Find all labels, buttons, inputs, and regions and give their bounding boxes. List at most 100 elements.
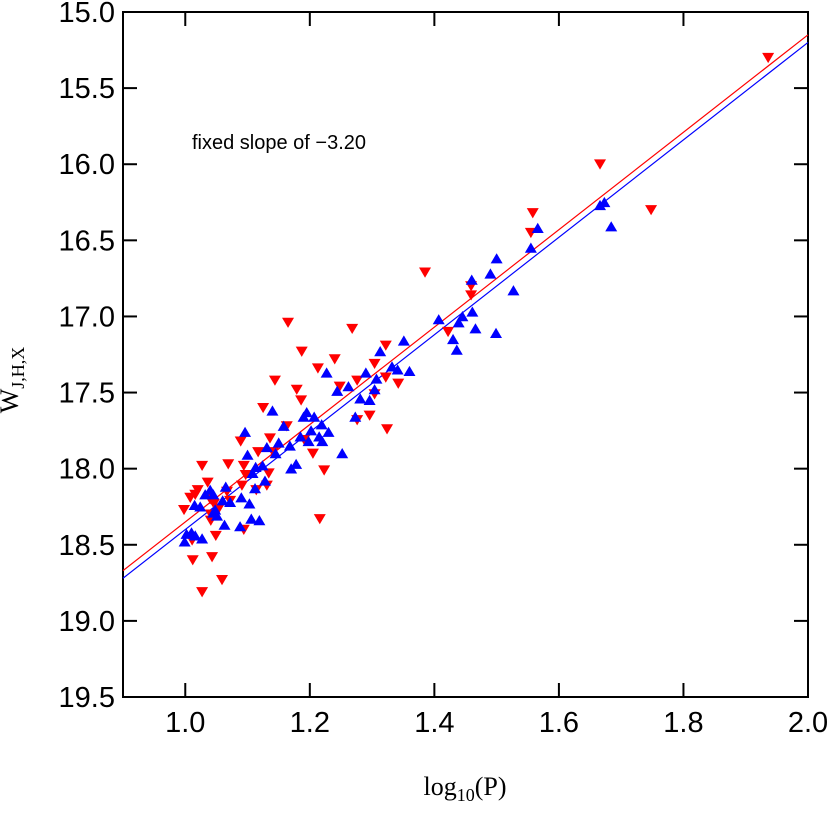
x-tick-label: 1.6 (539, 707, 579, 739)
point (243, 498, 256, 509)
point (283, 440, 296, 451)
point (245, 513, 258, 524)
point (351, 375, 364, 386)
point (249, 483, 262, 494)
point (484, 268, 497, 279)
point (316, 435, 329, 447)
x-tick-label: 2.0 (788, 707, 828, 739)
fit-line (122, 41, 809, 579)
point (295, 395, 308, 406)
point (282, 317, 295, 328)
point (277, 420, 290, 431)
x-label-main: log (423, 772, 456, 801)
point (450, 344, 463, 355)
point (209, 530, 222, 542)
y-label-main: W (0, 388, 24, 413)
point (252, 447, 265, 458)
point (466, 306, 479, 317)
x-tick-label: 1.4 (414, 707, 454, 739)
point (526, 208, 539, 219)
point (246, 467, 259, 479)
point (272, 437, 285, 448)
point (216, 495, 229, 506)
point (222, 459, 235, 470)
point (379, 340, 392, 351)
point (318, 465, 331, 476)
point (490, 253, 503, 264)
x-tick-label: 1.2 (290, 707, 330, 739)
plot-frame (122, 11, 809, 698)
point (594, 159, 607, 170)
point (196, 460, 209, 472)
point (262, 468, 275, 479)
y-tick-label: 19.0 (59, 606, 115, 638)
point (237, 460, 250, 472)
point (234, 521, 247, 532)
point (397, 335, 410, 346)
point (305, 425, 318, 436)
point (379, 372, 392, 383)
point (184, 492, 197, 503)
y-tick-label: 19.5 (59, 682, 115, 714)
point (196, 533, 209, 544)
point (328, 354, 341, 365)
point (359, 367, 372, 378)
y-tick-label: 15.0 (59, 0, 115, 29)
point (211, 510, 224, 521)
point (336, 448, 349, 459)
point (315, 419, 328, 430)
point (256, 460, 269, 471)
point (201, 477, 214, 488)
point (189, 489, 202, 500)
y-tick-label: 16.0 (59, 149, 115, 181)
point (598, 196, 611, 208)
point (306, 448, 319, 459)
point (354, 393, 367, 404)
point (490, 327, 503, 338)
point (363, 410, 376, 421)
point (204, 484, 217, 495)
point (432, 314, 445, 325)
point (235, 480, 248, 491)
point (258, 475, 271, 486)
x-label-suffix: (P) (475, 772, 507, 801)
x-tick-label: 1.8 (663, 707, 703, 739)
point (469, 323, 482, 334)
point (260, 441, 273, 453)
y-tick-label: 17.0 (59, 301, 115, 333)
point (645, 205, 658, 216)
point (269, 448, 282, 459)
point (313, 514, 326, 525)
point (320, 367, 333, 378)
point (381, 424, 394, 435)
y-tick-label: 18.5 (59, 530, 115, 562)
point (349, 411, 362, 422)
point (235, 492, 248, 503)
point (216, 574, 229, 586)
point (241, 449, 254, 460)
point (257, 402, 270, 414)
point (465, 274, 478, 285)
point (333, 381, 346, 392)
point (605, 221, 618, 232)
point (239, 469, 252, 481)
point (386, 361, 399, 372)
point (199, 489, 212, 500)
point (403, 365, 416, 377)
point (268, 375, 281, 386)
point (346, 323, 359, 335)
point (196, 587, 209, 598)
point (263, 433, 276, 444)
point (456, 311, 469, 322)
y-tick-label: 16.5 (59, 225, 115, 257)
point (302, 435, 315, 447)
point (180, 528, 193, 539)
point (442, 326, 455, 338)
point (188, 499, 201, 510)
point (290, 384, 303, 395)
point (186, 555, 199, 566)
point (331, 385, 344, 396)
y-tick-label: 17.5 (59, 378, 115, 410)
point (266, 405, 279, 416)
y-label-subscript: J,H,X (8, 347, 28, 389)
